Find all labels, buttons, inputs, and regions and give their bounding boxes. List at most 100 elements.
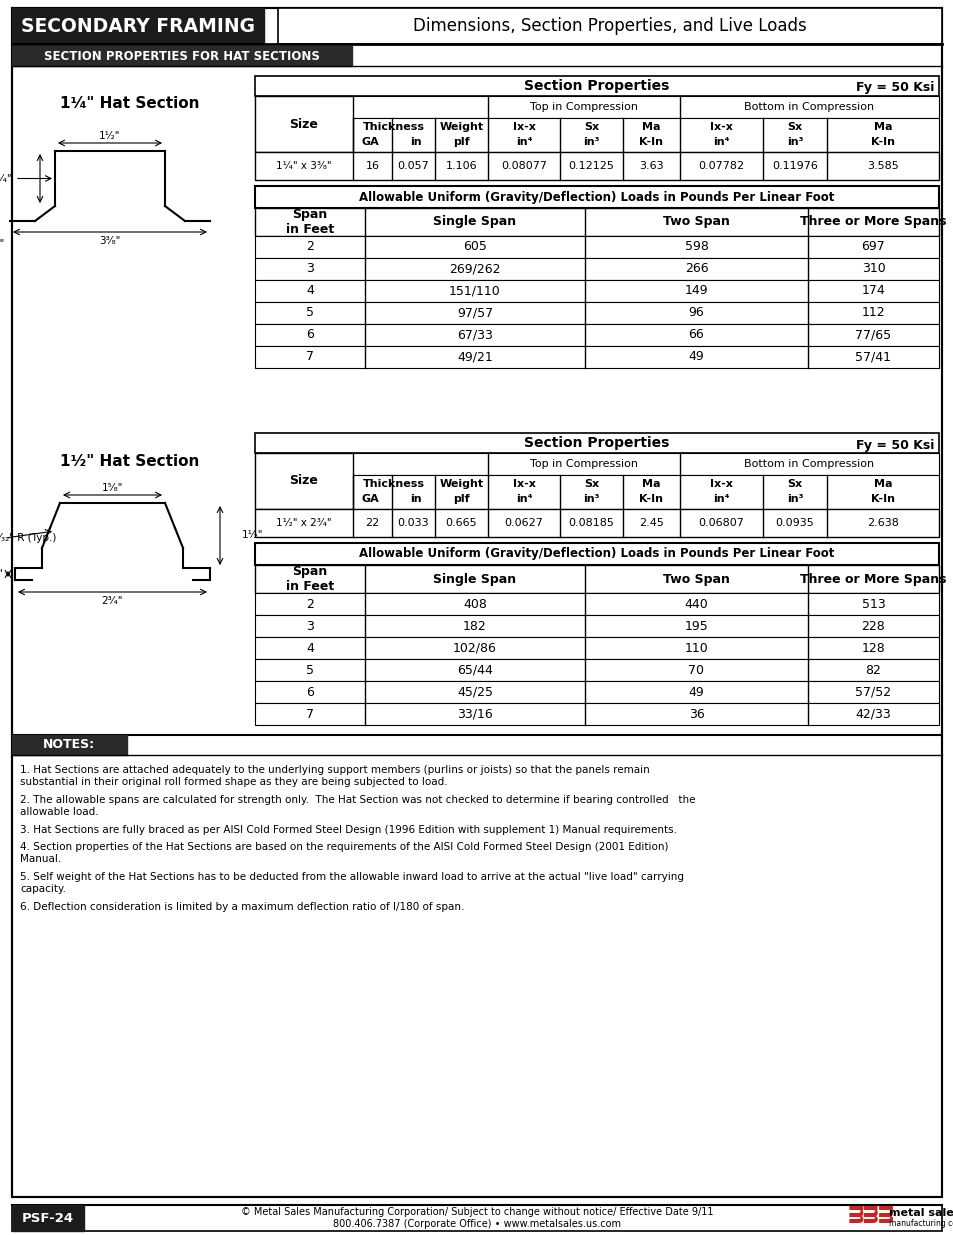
Text: Top in Compression: Top in Compression [530,459,638,469]
Text: 112: 112 [861,306,884,320]
Bar [12,46,352,65]
Text: 1¹⁄₂": 1¹⁄₂" [242,531,263,541]
Text: 3³⁄₈": 3³⁄₈" [99,236,121,246]
Text: Top in Compression: Top in Compression [530,103,638,112]
Bar [254,453,353,509]
Text: Ix-x: Ix-x [709,122,732,132]
Text: 149: 149 [684,284,707,298]
Text: 65/44: 65/44 [456,663,493,677]
Text: 1¹⁄₂": 1¹⁄₂" [99,131,121,141]
Text: Allowable Uniform (Gravity/Deflection) Loads in Pounds Per Linear Foot: Allowable Uniform (Gravity/Deflection) L… [359,547,834,561]
Text: SECTION PROPERTIES FOR HAT SECTIONS: SECTION PROPERTIES FOR HAT SECTIONS [44,49,319,63]
Text: 22: 22 [365,517,379,529]
Bar [254,564,938,593]
Text: 4. Section properties of the Hat Sections are based on the requirements of the A: 4. Section properties of the Hat Section… [20,842,668,863]
Text: 3: 3 [306,620,314,632]
Text: 605: 605 [462,241,486,253]
Bar [254,346,938,368]
Text: ᴟᴟᴟ: ᴟᴟᴟ [848,1203,894,1223]
Text: Span
in Feet: Span in Feet [286,564,334,593]
Text: in³: in³ [582,137,599,147]
Text: Span
in Feet: Span in Feet [286,207,334,236]
Text: 0.08077: 0.08077 [500,161,546,170]
Bar [254,680,938,703]
Text: 1¹⁄₂" x 2³⁄₄": 1¹⁄₂" x 2³⁄₄" [276,517,332,529]
Text: Two Span: Two Span [662,573,729,585]
Bar [277,7,941,44]
Text: 3.63: 3.63 [639,161,663,170]
Text: Size: Size [290,474,318,488]
Text: 16: 16 [365,161,379,170]
Text: Thickness: Thickness [363,122,424,132]
Text: Size: Size [290,117,318,131]
Bar [254,509,938,537]
Text: 7: 7 [306,708,314,720]
Bar [254,475,938,509]
Text: 77/65: 77/65 [855,329,891,342]
Text: 228: 228 [861,620,884,632]
Bar [254,615,938,637]
Text: 0.07782: 0.07782 [698,161,743,170]
Bar [254,77,938,96]
Text: Section Properties: Section Properties [524,79,669,93]
Bar [254,119,938,152]
Text: in: in [409,137,421,147]
Text: ¹⁵⁄₁₆": ¹⁵⁄₁₆" [0,240,5,249]
Text: 5: 5 [306,306,314,320]
Text: Three or More Spans: Three or More Spans [800,215,945,228]
Text: GA: GA [361,494,379,504]
Text: 266: 266 [684,263,707,275]
Text: 408: 408 [462,598,486,610]
Text: ¹⁄₄": ¹⁄₄" [0,569,3,579]
Text: ¹⁄₃₂" R (Typ.): ¹⁄₃₂" R (Typ.) [0,534,56,543]
Text: in³: in³ [582,494,599,504]
Text: 0.0627: 0.0627 [504,517,543,529]
Text: 2.45: 2.45 [639,517,663,529]
Text: 1⁵⁄₈": 1⁵⁄₈" [102,483,123,493]
Text: in⁴: in⁴ [516,137,532,147]
Text: Sx: Sx [583,122,598,132]
Text: Ma: Ma [873,479,891,489]
Text: 49/21: 49/21 [456,351,493,363]
Text: Fy = 50 Ksi: Fy = 50 Ksi [855,82,933,95]
Text: PSF-24: PSF-24 [22,1212,74,1224]
Text: 310: 310 [861,263,884,275]
Bar [254,453,938,475]
Text: 0.11976: 0.11976 [771,161,817,170]
Bar [254,152,938,180]
Text: Weight: Weight [439,479,483,489]
Text: GA: GA [361,137,379,147]
Bar [254,280,938,303]
Text: 2: 2 [306,241,314,253]
Text: metal sales: metal sales [888,1208,953,1218]
Text: 3.585: 3.585 [866,161,898,170]
Text: Ma: Ma [641,479,660,489]
Text: in⁴: in⁴ [713,137,729,147]
Text: 6: 6 [306,329,314,342]
Text: © Metal Sales Manufacturing Corporation/ Subject to change without notice/ Effec: © Metal Sales Manufacturing Corporation/… [240,1207,713,1229]
Text: 151/110: 151/110 [449,284,500,298]
Bar [254,703,938,725]
Text: Allowable Uniform (Gravity/Deflection) Loads in Pounds Per Linear Foot: Allowable Uniform (Gravity/Deflection) L… [359,190,834,204]
Text: K-In: K-In [639,137,662,147]
Text: Sx: Sx [583,479,598,489]
Bar [12,735,127,755]
Text: 195: 195 [684,620,708,632]
Text: Ix-x: Ix-x [512,479,535,489]
Text: 0.08185: 0.08185 [568,517,614,529]
Text: Sx: Sx [786,122,801,132]
Text: 598: 598 [684,241,708,253]
Text: 70: 70 [688,663,703,677]
Bar [254,96,353,152]
Text: 1.106: 1.106 [445,161,476,170]
Text: 82: 82 [864,663,881,677]
Text: 0.665: 0.665 [445,517,476,529]
Text: 3. Hat Sections are fully braced as per AISI Cold Formed Steel Design (1996 Edit: 3. Hat Sections are fully braced as per … [20,825,677,835]
Text: 49: 49 [688,685,703,699]
Text: Thickness: Thickness [363,479,424,489]
Text: 36: 36 [688,708,703,720]
Bar [254,303,938,324]
Text: Three or More Spans: Three or More Spans [800,573,945,585]
Text: K-In: K-In [870,494,894,504]
Bar [12,1205,84,1231]
